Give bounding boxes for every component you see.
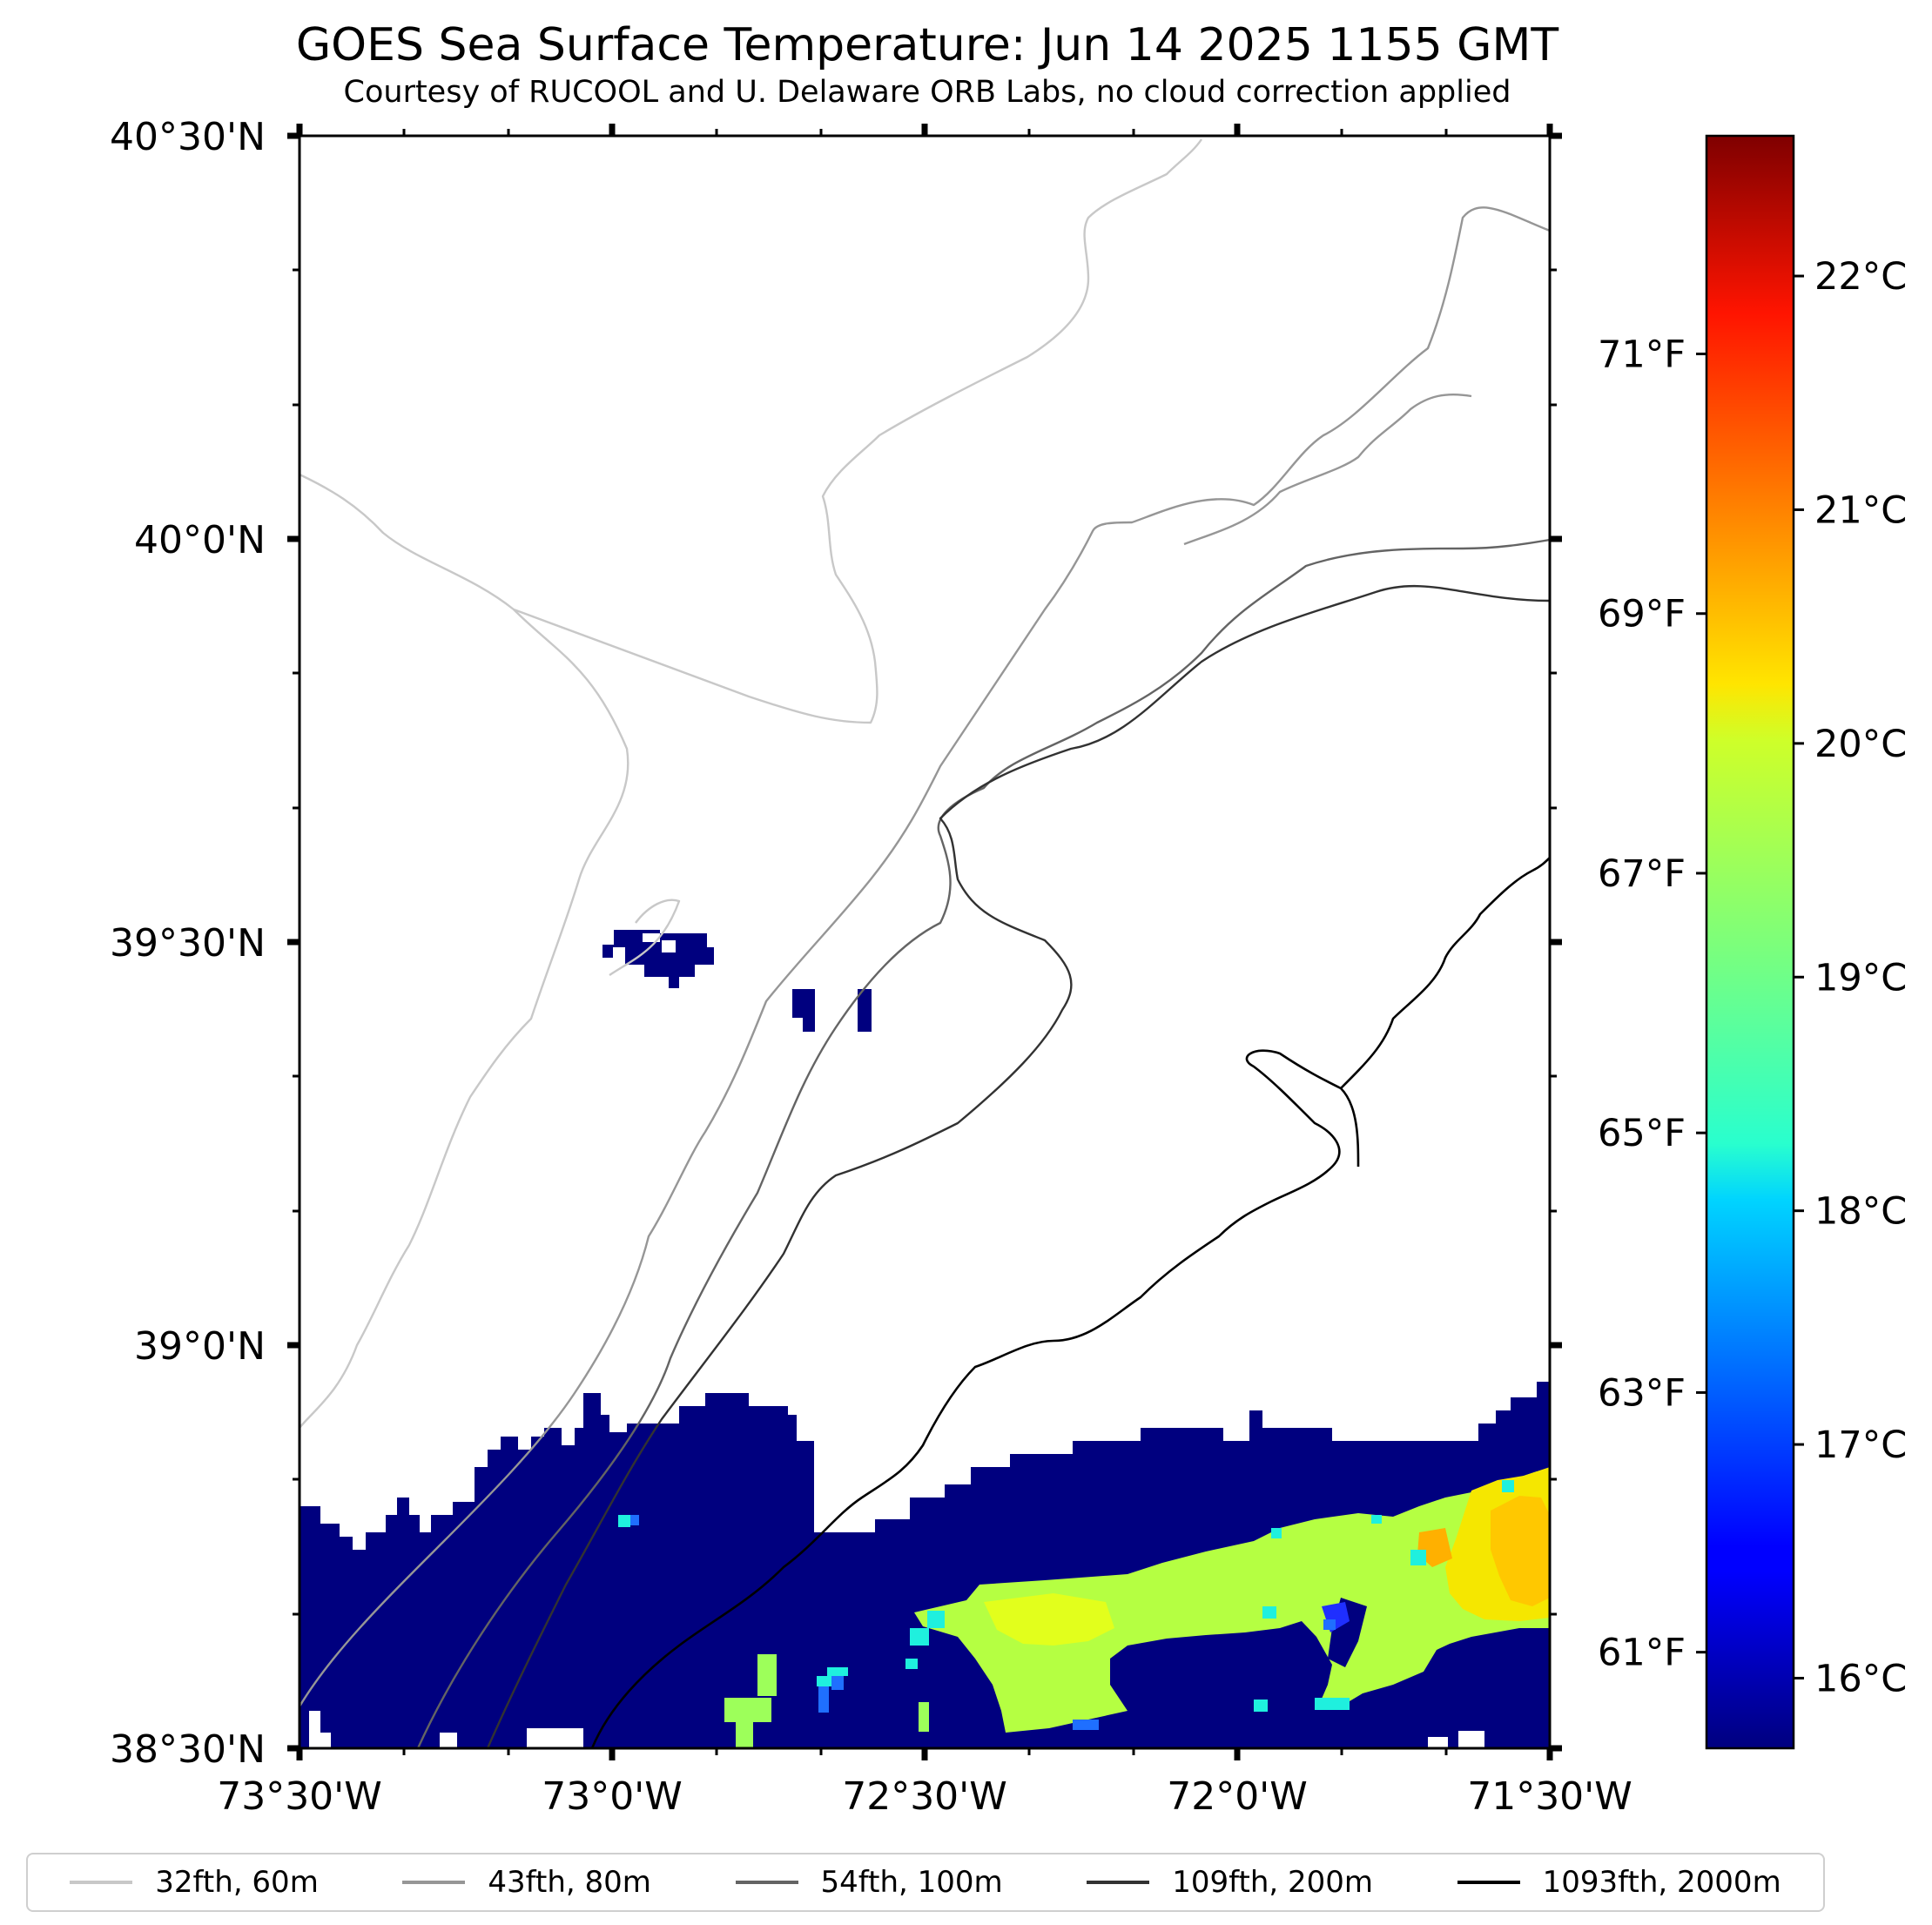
axis-ticks <box>287 124 1562 1760</box>
legend-swatch <box>70 1881 133 1884</box>
legend-item: 1093fth, 2000m <box>1457 1865 1781 1900</box>
isobath-100m <box>416 538 1550 1748</box>
sst-cold-patch <box>602 930 714 988</box>
sst-cold-spot <box>803 1018 815 1032</box>
legend-item: 32fth, 60m <box>70 1865 319 1900</box>
legend-item: 109fth, 200m <box>1087 1865 1373 1900</box>
lat-tick-label: 40°0'N <box>134 518 266 562</box>
sst-cyan-cells <box>618 1515 1268 1712</box>
legend-label: 109fth, 200m <box>1172 1865 1374 1900</box>
colorbar-tick-label: 71°F <box>1598 333 1686 377</box>
colorbar-tick-label: 20°C <box>1814 723 1907 766</box>
sst-cold-spot <box>858 989 872 1032</box>
sst-cyan-cells <box>910 1480 1514 1710</box>
sst-blue-cells <box>630 1515 1336 1730</box>
isobath-2000m <box>590 857 1550 1748</box>
isobath-80m <box>1183 393 1472 546</box>
colorbar-tick-label: 22°C <box>1814 255 1907 299</box>
sst-data-layer <box>300 930 1550 1748</box>
colorbar-tick-label: 19°C <box>1814 956 1907 1000</box>
lat-tick-label: 38°30'N <box>110 1727 266 1772</box>
map-title: GOES Sea Surface Temperature: Jun 14 202… <box>295 19 1559 71</box>
sst-cold-band <box>300 1382 1550 1748</box>
lon-tick-label: 71°30'W <box>1467 1774 1632 1819</box>
isobath-200m <box>486 584 1550 1748</box>
isobath-60m <box>300 473 629 1429</box>
colorbar-tick-label: 18°C <box>1814 1190 1907 1234</box>
legend-label: 43fth, 80m <box>488 1865 651 1900</box>
colorbar-tick-label: 67°F <box>1598 852 1686 896</box>
isobath-legend: 32fth, 60m 43fth, 80m 54fth, 100m 109fth… <box>26 1853 1825 1912</box>
colorbar <box>1705 134 1795 1750</box>
colorbar-tick-label: 63°F <box>1598 1371 1686 1415</box>
lat-tick-label: 40°30'N <box>110 115 266 159</box>
legend-item: 54fth, 100m <box>735 1865 1003 1900</box>
colorbar-ticks: 22°C 21°C 20°C 19°C 18°C 17°C 16°C 71°F 69°F 67°F… <box>1598 255 1907 1700</box>
legend-label: 1093fth, 2000m <box>1542 1865 1781 1900</box>
lat-tick-label: 39°0'N <box>134 1324 266 1369</box>
sst-cold-spot <box>792 989 815 1018</box>
colorbar-tick-label: 21°C <box>1814 488 1907 532</box>
legend-swatch <box>1457 1881 1520 1884</box>
sst-warm-core <box>984 1593 1114 1646</box>
legend-swatch <box>735 1881 798 1884</box>
legend-swatch <box>1087 1881 1150 1884</box>
legend-label: 54fth, 100m <box>820 1865 1003 1900</box>
map-subtitle: Courtesy of RUCOOL and U. Delaware ORB L… <box>343 75 1511 110</box>
lon-tick-label: 73°30'W <box>217 1774 382 1819</box>
sst-warm-tongue <box>914 1471 1550 1733</box>
sst-warm-core <box>1491 1496 1550 1606</box>
colorbar-tick-label: 17°C <box>1814 1424 1907 1467</box>
colorbar-tick-label: 16°C <box>1814 1657 1907 1700</box>
colorbar-tick-label: 65°F <box>1598 1112 1686 1155</box>
isobath-60m <box>513 138 1202 724</box>
isobath-80m <box>300 206 1550 1707</box>
isobath-60m <box>609 899 681 976</box>
colorbar-tick-label: 69°F <box>1598 593 1686 636</box>
sst-green-cells <box>724 1654 929 1748</box>
sst-gap <box>643 933 660 942</box>
lon-tick-label: 72°30'W <box>842 1774 1007 1819</box>
lat-tick-label: 39°30'N <box>110 921 266 966</box>
legend-label: 32fth, 60m <box>155 1865 319 1900</box>
axis-minor-ticks <box>293 129 1557 1755</box>
colorbar-tick-label: 61°F <box>1598 1632 1686 1675</box>
lon-tick-label: 73°0'W <box>542 1774 683 1819</box>
legend-item: 43fth, 80m <box>402 1865 651 1900</box>
lon-tick-label: 72°0'W <box>1167 1774 1308 1819</box>
sst-gap <box>662 940 676 952</box>
legend-swatch <box>402 1881 466 1884</box>
sst-gap <box>613 947 625 958</box>
